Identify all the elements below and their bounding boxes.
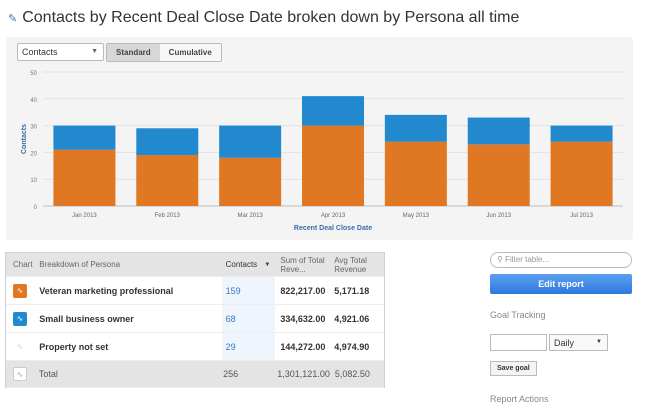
metric-select[interactable]: Contacts ▼ bbox=[17, 43, 104, 61]
y-axis-label: Contacts bbox=[21, 124, 28, 154]
bar-segment[interactable] bbox=[384, 141, 447, 206]
total-row: ∿ Total 256 1,301,121.00 5,082.50 bbox=[6, 361, 384, 388]
header-sum[interactable]: Sum of Total Reve... bbox=[280, 255, 325, 274]
bar-segment[interactable] bbox=[384, 114, 447, 142]
y-tick-label: 50 bbox=[30, 71, 37, 77]
table-header: Chart Breakdown of Persona Contacts ▼ Sum… bbox=[6, 253, 384, 277]
table-row: ∿ Veteran marketing professional 159 822… bbox=[6, 277, 384, 305]
row-name: Small business owner bbox=[39, 313, 134, 324]
row-avg: 4,921.06 bbox=[334, 313, 370, 324]
chart-toggle-icon[interactable]: ∿ bbox=[13, 283, 27, 298]
pencil-icon[interactable]: ✎ bbox=[8, 12, 18, 25]
header-avg[interactable]: Avg Total Revenue bbox=[334, 255, 367, 274]
total-label: Total bbox=[38, 369, 58, 379]
title-text: Contacts by Recent Deal Close Date broke… bbox=[22, 9, 520, 26]
row-sum: 144,272.00 bbox=[280, 341, 326, 352]
y-tick-label: 0 bbox=[34, 205, 38, 211]
y-tick-label: 10 bbox=[30, 178, 37, 184]
x-tick-label: May 2013 bbox=[403, 213, 430, 219]
mode-toggle: Standard Cumulative bbox=[106, 43, 222, 62]
x-axis-label: Recent Deal Close Date bbox=[294, 225, 372, 232]
bar-segment[interactable] bbox=[219, 125, 282, 158]
chevron-down-icon: ▼ bbox=[596, 339, 602, 345]
save-goal-button[interactable]: Save goal bbox=[490, 361, 537, 376]
chart-toggle-icon[interactable]: ∿ bbox=[13, 339, 27, 354]
x-tick-label: Jul 2013 bbox=[570, 213, 593, 219]
y-tick-label: 40 bbox=[30, 98, 37, 104]
bar-segment[interactable] bbox=[467, 117, 530, 145]
bar-segment[interactable] bbox=[467, 144, 530, 206]
bar-segment[interactable] bbox=[550, 125, 613, 142]
filter-placeholder: Filter table... bbox=[505, 255, 550, 264]
chart-toggle-icon[interactable]: ∿ bbox=[13, 367, 27, 381]
total-sum: 1,301,121.00 bbox=[277, 369, 330, 379]
row-contacts-link[interactable]: 68 bbox=[221, 305, 276, 332]
row-name: Veteran marketing professional bbox=[39, 285, 174, 296]
row-contacts-link[interactable]: 29 bbox=[221, 333, 276, 360]
chart-panel: Contacts ▼ Standard Cumulative 0 10 20 30 40 5… bbox=[6, 37, 633, 240]
search-icon: ⚲ bbox=[497, 255, 506, 264]
edit-report-button[interactable]: Edit report bbox=[490, 274, 632, 294]
header-contacts[interactable]: Contacts ▼ bbox=[222, 253, 276, 276]
x-tick-label: Feb 2013 bbox=[155, 213, 181, 219]
sort-icon: ▼ bbox=[264, 261, 271, 268]
bar-segment[interactable] bbox=[136, 155, 199, 206]
bar-segment[interactable] bbox=[302, 125, 364, 206]
row-name: Property not set bbox=[39, 341, 109, 352]
bar-segment[interactable] bbox=[53, 125, 116, 150]
row-avg: 5,171.18 bbox=[334, 285, 370, 296]
row-sum: 822,217.00 bbox=[280, 285, 326, 296]
period-value: Daily bbox=[554, 338, 575, 348]
total-avg: 5,082.50 bbox=[334, 369, 370, 379]
header-contacts-label: Contacts bbox=[225, 260, 258, 269]
cumulative-button[interactable]: Cumulative bbox=[159, 44, 221, 61]
x-tick-label: Mar 2013 bbox=[237, 213, 263, 219]
report-actions-label: Report Actions bbox=[490, 394, 549, 404]
filter-input[interactable]: ⚲ Filter table... bbox=[490, 252, 632, 268]
row-contacts-link[interactable]: 159 bbox=[221, 277, 276, 304]
chevron-down-icon: ▼ bbox=[91, 48, 98, 55]
row-avg: 4,974.90 bbox=[334, 341, 370, 352]
total-contacts: 256 bbox=[223, 369, 239, 379]
bar-segment[interactable] bbox=[53, 149, 116, 206]
breakdown-table: Chart Breakdown of Persona Contacts ▼ Sum… bbox=[5, 252, 385, 388]
period-select[interactable]: Daily ▼ bbox=[549, 334, 608, 351]
bar-chart: 0 10 20 30 40 50 Jan 2013 Feb 2013 Mar 2013 Apr 2… bbox=[21, 71, 623, 232]
standard-button[interactable]: Standard bbox=[107, 44, 160, 61]
x-tick-label: Jan 2013 bbox=[72, 213, 97, 219]
chart-toggle-icon[interactable]: ∿ bbox=[13, 311, 27, 326]
metric-value: Contacts bbox=[22, 47, 58, 57]
page-title: ✎ Contacts by Recent Deal Close Date brok… bbox=[8, 9, 519, 27]
goal-input[interactable] bbox=[490, 334, 547, 351]
sidebar: ⚲ Filter table... Edit report Goal Track… bbox=[490, 252, 632, 404]
row-sum: 334,632.00 bbox=[280, 313, 326, 324]
x-tick-label: Apr 2013 bbox=[321, 213, 346, 219]
bar-segment[interactable] bbox=[550, 141, 613, 206]
x-tick-label: Jun 2013 bbox=[486, 213, 511, 219]
bar-segment[interactable] bbox=[302, 96, 364, 126]
y-tick-label: 30 bbox=[30, 125, 37, 131]
table-row: ∿ Small business owner 68 334,632.00 4,9… bbox=[6, 305, 384, 333]
goal-tracking-label: Goal Tracking bbox=[490, 310, 546, 320]
table-row: ∿ Property not set 29 144,272.00 4,974.9… bbox=[6, 333, 384, 361]
bar-segment[interactable] bbox=[219, 157, 282, 206]
header-chart: Chart bbox=[13, 260, 33, 269]
y-tick-label: 20 bbox=[30, 151, 37, 157]
bar-segment[interactable] bbox=[136, 128, 199, 156]
header-breakdown[interactable]: Breakdown of Persona bbox=[39, 260, 121, 269]
